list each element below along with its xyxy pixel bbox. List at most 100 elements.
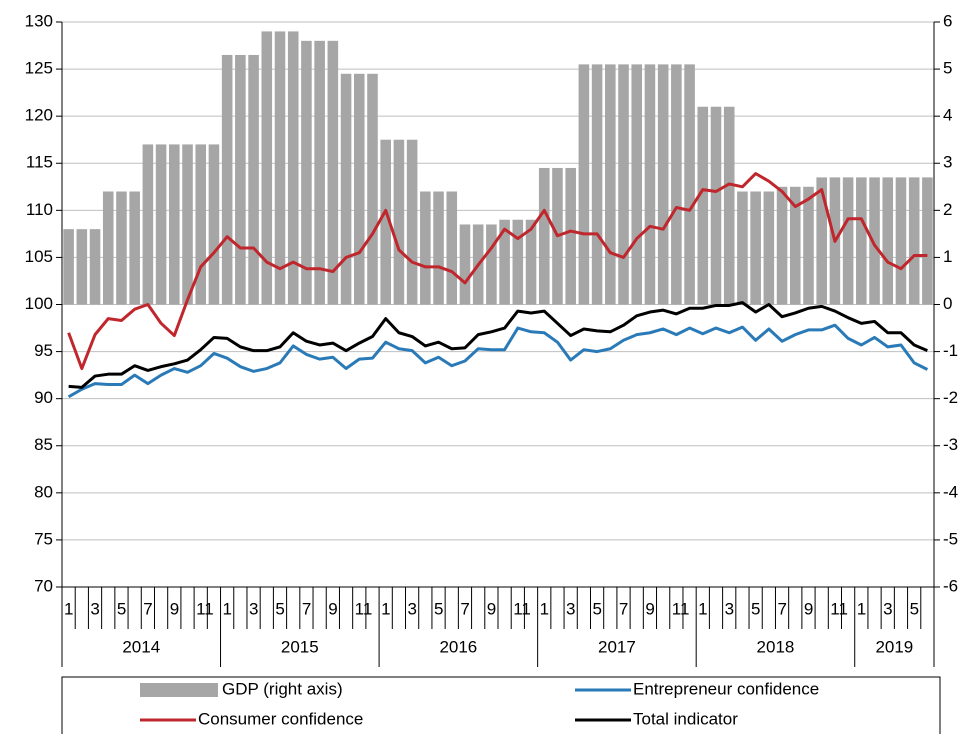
gdp-bar — [776, 186, 788, 305]
gdp-bar — [221, 54, 233, 305]
gdp-bar — [155, 144, 167, 305]
y-tick-label: 105 — [25, 247, 53, 266]
x-tick-label: 3 — [249, 599, 258, 618]
gdp-bar — [314, 40, 325, 305]
gdp-bar — [182, 144, 193, 305]
gdp-bar — [433, 191, 444, 305]
y2-tick-label: -1 — [943, 341, 958, 360]
x-tick-label: 3 — [725, 599, 734, 618]
gdp-bar — [102, 191, 114, 305]
y2-tick-label: -3 — [943, 435, 958, 454]
gdp-bar — [842, 177, 854, 305]
gdp-bar — [340, 73, 352, 305]
gdp-bar — [406, 139, 418, 305]
gdp-bar — [420, 191, 431, 305]
gdp-bar — [644, 64, 656, 305]
gdp-bar — [908, 177, 920, 305]
y2-tick-label: 1 — [943, 247, 952, 266]
gdp-bar — [353, 73, 365, 305]
gdp-bar — [538, 167, 550, 305]
legend-swatch — [140, 683, 218, 697]
y-tick-label: 125 — [25, 59, 53, 78]
x-tick-label: 3 — [883, 599, 892, 618]
y-tick-label: 75 — [34, 529, 53, 548]
gdp-bar — [605, 64, 616, 305]
gdp-bar — [274, 31, 286, 305]
gdp-bar — [380, 139, 391, 305]
gdp-bar — [684, 64, 695, 305]
y-tick-label: 130 — [25, 11, 53, 30]
gdp-bar — [248, 54, 259, 305]
gdp-bar — [816, 177, 827, 305]
x-tick-label: 7 — [460, 599, 469, 618]
gdp-bar — [446, 191, 458, 305]
gdp-bar — [631, 64, 643, 305]
gdp-bar — [169, 144, 180, 305]
gdp-bar — [591, 64, 603, 305]
legend-label: GDP (right axis) — [222, 679, 343, 698]
legend-label: Consumer confidence — [198, 709, 363, 728]
y2-tick-label: 6 — [943, 11, 952, 30]
gdp-bar — [578, 64, 590, 305]
x-tick-label: 7 — [143, 599, 152, 618]
x-tick-label: 1 — [223, 599, 232, 618]
x-tick-label: 9 — [645, 599, 654, 618]
gdp-bar — [512, 219, 524, 305]
x-tick-label: 1 — [698, 599, 707, 618]
gdp-bar — [922, 177, 933, 305]
x-tick-label: 11 — [830, 599, 848, 618]
line-series — [68, 301, 928, 389]
year-label: 2018 — [757, 637, 795, 656]
x-tick-label: 5 — [434, 599, 443, 618]
y2-tick-label: -2 — [943, 388, 958, 407]
y2-tick-label: 2 — [943, 200, 952, 219]
gdp-bar — [499, 219, 510, 305]
x-tick-label: 3 — [90, 599, 99, 618]
x-tick-label: 1 — [857, 599, 866, 618]
y-tick-label: 110 — [26, 200, 53, 219]
x-tick-label: 7 — [777, 599, 786, 618]
x-tick-label: 5 — [117, 599, 126, 618]
legend-label: Entrepreneur confidence — [633, 679, 819, 698]
gdp-bar — [697, 106, 709, 305]
x-tick-label: 1 — [64, 599, 73, 618]
gdp-bar — [142, 144, 154, 305]
x-tick-label: 9 — [487, 599, 496, 618]
gdp-bar — [803, 186, 814, 305]
y2-tick-label: -6 — [943, 576, 958, 595]
gdp-bar — [618, 64, 629, 305]
gdp-bar — [129, 191, 140, 305]
x-tick-label: 5 — [275, 599, 284, 618]
gdp-bar — [76, 229, 88, 305]
year-label: 2017 — [598, 637, 636, 656]
gdp-bar — [486, 224, 497, 305]
x-tick-label: 5 — [751, 599, 760, 618]
y-tick-label: 85 — [34, 435, 53, 454]
gdp-bar — [882, 177, 894, 305]
x-tick-label: 5 — [910, 599, 919, 618]
year-label: 2015 — [281, 637, 319, 656]
x-tick-label: 7 — [619, 599, 628, 618]
x-tick-label: 9 — [804, 599, 813, 618]
y-tick-label: 95 — [34, 341, 53, 360]
legend-box — [61, 676, 941, 734]
x-tick-label: 9 — [328, 599, 337, 618]
y2-tick-label: 0 — [943, 294, 952, 313]
gdp-bar — [89, 229, 101, 305]
gdp-bar — [235, 54, 246, 305]
gdp-bar — [657, 64, 669, 305]
gdp-bar — [367, 73, 378, 305]
y2-tick-label: -5 — [943, 529, 958, 548]
gdp-bar — [710, 106, 722, 305]
gdp-bar — [393, 139, 405, 305]
y-tick-label: 70 — [34, 576, 53, 595]
gdp-bar — [763, 191, 775, 305]
gdp-bar — [869, 177, 880, 305]
gdp-bar — [261, 31, 273, 305]
gdp-bar — [287, 31, 299, 305]
year-label: 2014 — [122, 637, 160, 656]
y-tick-label: 100 — [25, 294, 53, 313]
gdp-bar — [671, 64, 682, 305]
x-tick-label: 1 — [540, 599, 549, 618]
gdp-bar — [737, 191, 748, 305]
